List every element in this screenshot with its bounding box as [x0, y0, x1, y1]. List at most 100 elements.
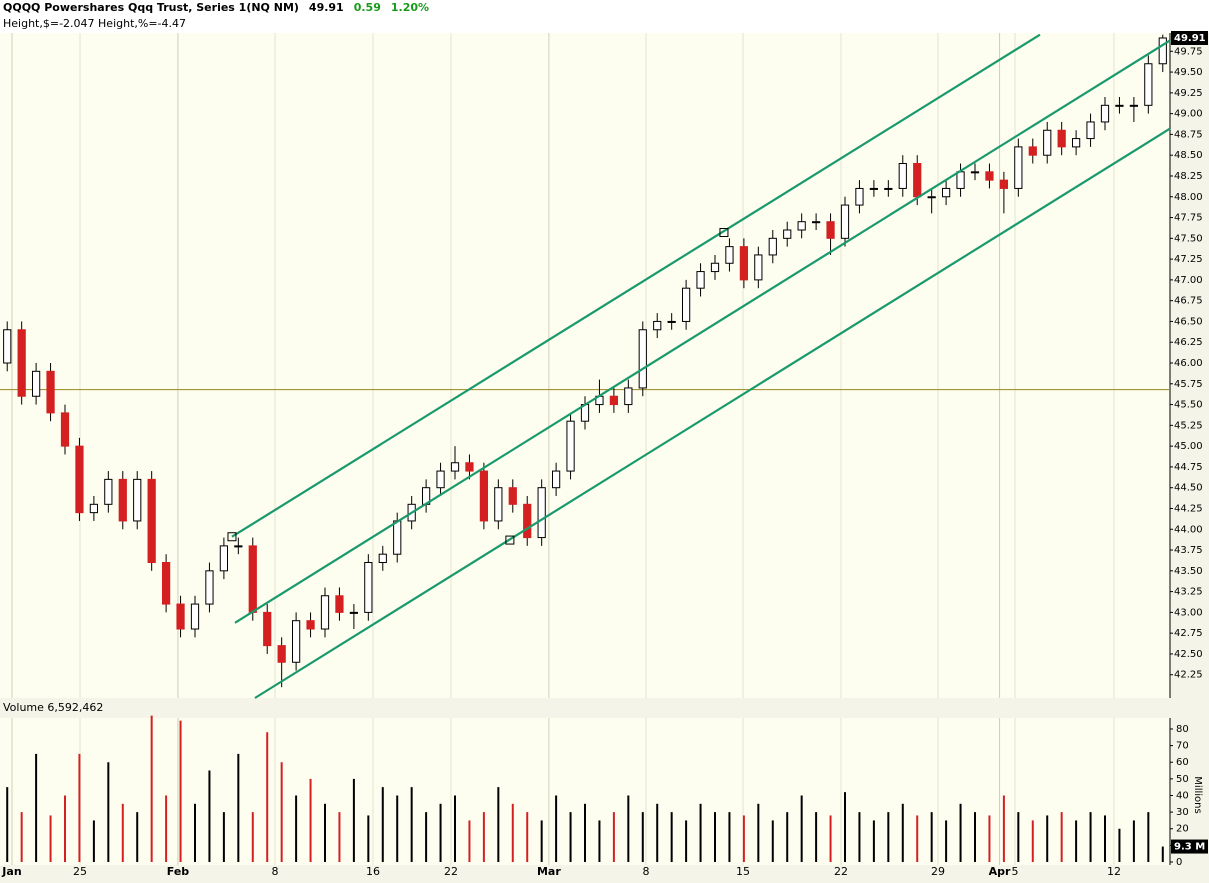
candle-body	[696, 271, 705, 289]
y-tick-label: 46.25	[1174, 337, 1203, 348]
candle-body	[436, 470, 445, 489]
last-price-box	[1171, 30, 1208, 45]
candle-body	[1057, 129, 1066, 148]
candle-body	[1115, 104, 1124, 107]
y-tick-label: 20	[1176, 824, 1189, 835]
candle-body	[147, 478, 156, 564]
y-tick-label: 46.75	[1174, 296, 1203, 307]
channel-line	[234, 39, 1171, 624]
candle-body	[682, 287, 691, 322]
y-tick-label: 42.75	[1174, 628, 1203, 639]
y-tick-label: 47.50	[1174, 233, 1203, 244]
candle-body	[566, 420, 575, 472]
x-tick-label: 8	[272, 865, 279, 878]
y-tick-label: 44.75	[1174, 462, 1203, 473]
candle-body	[956, 171, 965, 189]
y-tick-label: 70	[1176, 741, 1189, 752]
y-tick-label: 44.50	[1174, 483, 1203, 494]
candle-body	[552, 470, 561, 489]
x-tick-label: Mar	[537, 865, 561, 878]
candle-body	[46, 370, 55, 414]
y-tick-label: 46.00	[1174, 358, 1203, 369]
candle-body	[263, 611, 272, 647]
header	[0, 0, 1209, 33]
candle-body	[537, 487, 546, 539]
candle-body	[1158, 37, 1167, 65]
candle-body	[104, 478, 113, 505]
candle-body	[942, 187, 951, 198]
candle-body	[653, 320, 662, 331]
candle-body	[869, 187, 878, 190]
y-tick-label: 48.25	[1174, 171, 1203, 182]
candle-body	[118, 478, 127, 522]
y-tick-label: 42.25	[1174, 670, 1203, 681]
anchor	[227, 532, 237, 542]
candle-body	[725, 246, 734, 264]
candle-body	[1072, 138, 1081, 148]
candle-body	[797, 221, 806, 231]
y-tick-label: 47.75	[1174, 213, 1203, 224]
candle-body	[219, 545, 228, 572]
candle-body	[783, 229, 792, 239]
channel-line	[231, 33, 1041, 538]
last-price-label: 49.91	[1174, 33, 1206, 44]
candle-body	[999, 179, 1008, 189]
anchor	[505, 535, 515, 545]
candle-body	[638, 329, 647, 389]
candle-body	[494, 487, 503, 522]
subtitle: Height,$=-2.047 Height,%=-4.47	[3, 17, 186, 30]
candle-body	[667, 320, 676, 323]
y-tick-label: 49.50	[1174, 67, 1203, 78]
x-tick-label: Feb	[167, 865, 190, 878]
candle-body	[17, 329, 26, 397]
candle-body	[378, 553, 387, 564]
candle-body	[479, 470, 488, 522]
y-tick-label: 47.00	[1174, 275, 1203, 286]
candle-body	[1086, 121, 1095, 140]
candle-body	[970, 171, 980, 174]
candle-body	[898, 163, 907, 189]
y-tick-label: 43.25	[1174, 587, 1203, 598]
candle-body	[739, 246, 748, 281]
candle-body	[855, 187, 864, 206]
y-tick-label: 45.25	[1174, 420, 1203, 431]
candle-body	[840, 204, 850, 239]
candle-body	[465, 462, 474, 472]
candle-body	[3, 329, 12, 364]
candle-body	[1014, 146, 1023, 189]
candle-body	[162, 562, 171, 605]
y-tick-label: 45.50	[1174, 400, 1203, 411]
candle-body	[32, 370, 41, 397]
y-tick-label: 45.00	[1174, 441, 1203, 452]
candle-body	[812, 221, 821, 224]
candle-body	[133, 478, 142, 522]
y-tick-label: 80	[1176, 724, 1189, 735]
candle-body	[335, 595, 344, 613]
candle-body	[176, 603, 185, 630]
candle-body	[393, 520, 402, 555]
anchor	[719, 228, 729, 237]
candle-body	[985, 171, 994, 181]
x-tick-label: 15	[736, 865, 750, 878]
candle-body	[710, 262, 720, 273]
y-tick-label: 50	[1176, 774, 1189, 785]
candle-body	[1100, 104, 1110, 123]
candle-body	[89, 503, 99, 514]
x-tick-label: 25	[73, 865, 87, 878]
candle-body	[1144, 63, 1153, 106]
x-tick-label: 29	[931, 865, 945, 878]
candle-body	[523, 503, 532, 539]
y-tick-label: 49.00	[1174, 109, 1203, 120]
last-volume-label: 9.3 M	[1174, 842, 1205, 853]
y-tick-label: 46.50	[1174, 316, 1203, 327]
y-tick-label: 49.75	[1174, 46, 1203, 57]
price-panel	[0, 33, 1170, 698]
candle-body	[190, 603, 200, 630]
candle-body	[768, 237, 777, 256]
x-tick-label: Jan	[1, 865, 21, 878]
candle-body	[277, 645, 286, 663]
volume-axis-label: Millions	[1192, 776, 1203, 813]
channel-line	[254, 127, 1171, 699]
y-tick-label: 45.75	[1174, 379, 1203, 390]
